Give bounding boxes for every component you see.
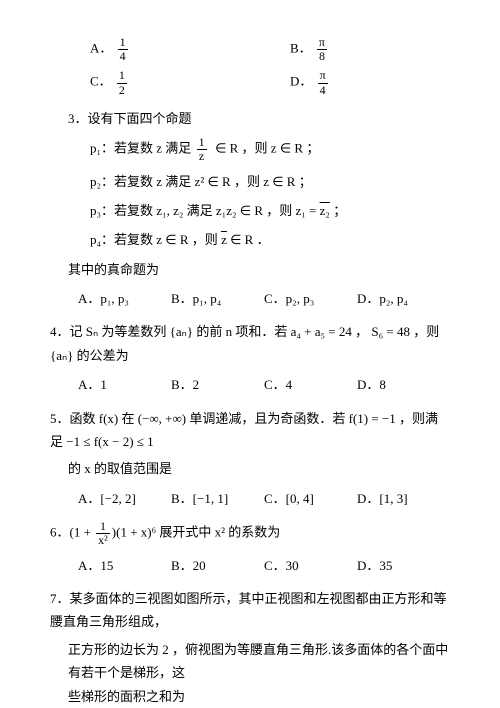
q3-p4: p₄：若复数 z ∈ R ，则 z ∈ R ． bbox=[90, 228, 450, 251]
opt-c: C．4 bbox=[264, 373, 357, 396]
q4-stem: 4．记 Sₙ 为等差数列 {aₙ} 的前 n 项和．若 a₄ + a₅ = 24… bbox=[50, 320, 450, 367]
opt-label: A． bbox=[90, 41, 112, 56]
opt-c: C．[0, 4] bbox=[264, 487, 357, 510]
fraction: 14 bbox=[118, 36, 128, 63]
fraction: π4 bbox=[318, 69, 328, 96]
q3-p1: p₁：若复数 z 满足 1z ∈ R ，则 z ∈ R ； bbox=[90, 136, 450, 163]
opt-b: B．20 bbox=[171, 554, 264, 577]
opt-c: C．30 bbox=[264, 554, 357, 577]
opt-b: B．2 bbox=[171, 373, 264, 396]
opt-c: C．p₂, p₃ bbox=[264, 287, 357, 310]
q5-stem: 5．函数 f(x) 在 (−∞, +∞) 单调递减，且为奇函数．若 f(1) =… bbox=[50, 407, 450, 454]
q3-stem: 3．设有下面四个命题 bbox=[68, 107, 450, 130]
opt-label: B． bbox=[290, 41, 312, 56]
q3-p2: p₂：若复数 z 满足 z² ∈ R ，则 z ∈ R ； bbox=[90, 170, 450, 193]
q3-p3: p₃：若复数 z₁, z₂ 满足 z₁z₂ ∈ R ，则 z₁ = z₂ ； bbox=[90, 199, 450, 222]
opt-a: A．1 bbox=[78, 373, 171, 396]
opt-d: D．[1, 3] bbox=[357, 487, 450, 510]
q3-tail: 其中的真命题为 bbox=[68, 258, 450, 281]
q5-stem2: 的 x 的取值范围是 bbox=[68, 457, 450, 480]
fraction: π8 bbox=[317, 36, 327, 63]
opt-a: A．15 bbox=[78, 554, 171, 577]
opt-label: D． bbox=[290, 74, 312, 89]
opt-d: D．p₂, p₄ bbox=[357, 287, 450, 310]
q6-stem: 6．(1 + 1x²)(1 + x)⁶ 展开式中 x² 的系数为 bbox=[50, 520, 450, 547]
opt-b: B．p₁, p₄ bbox=[171, 287, 264, 310]
q7-l1: 7．某多面体的三视图如图所示，其中正视图和左视图都由正方形和等腰直角三角形组成， bbox=[50, 587, 450, 634]
opt-d: D．8 bbox=[357, 373, 450, 396]
q7-l2: 正方形的边长为 2 ，俯视图为等腰直角三角形.该多面体的各个面中有若干个是梯形，… bbox=[68, 638, 450, 685]
fraction: 12 bbox=[117, 69, 127, 96]
opt-label: C． bbox=[90, 74, 112, 89]
opt-a: A．[−2, 2] bbox=[78, 487, 171, 510]
q7-l3: 些梯形的面积之和为 bbox=[68, 685, 450, 708]
opt-d: D．35 bbox=[357, 554, 450, 577]
opt-a: A．p₁, p₃ bbox=[78, 287, 171, 310]
opt-b: B．[−1, 1] bbox=[171, 487, 264, 510]
